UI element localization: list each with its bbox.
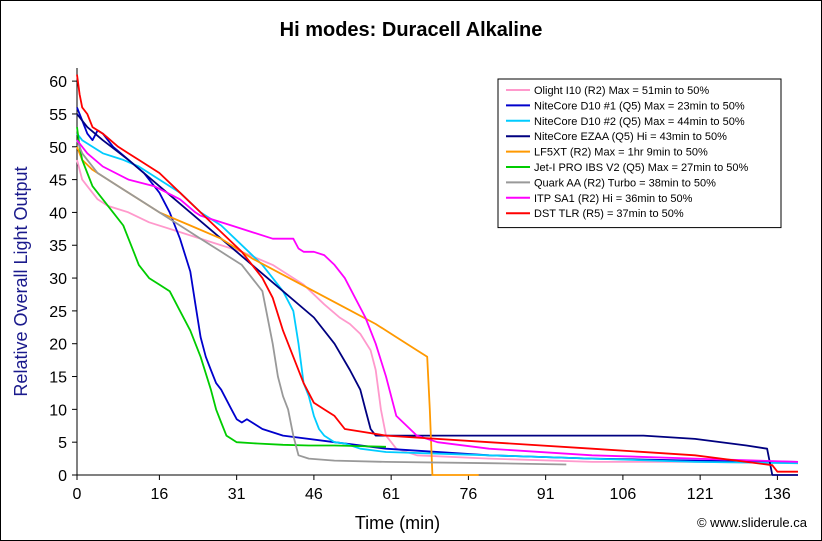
series-line-6 [76, 126, 387, 448]
series-line-5 [76, 146, 479, 476]
x-tick-label: 121 [687, 486, 714, 503]
y-tick-label: 45 [49, 173, 67, 190]
x-tick-label: 31 [228, 486, 246, 503]
y-tick-label: 20 [49, 337, 67, 354]
y-tick-label: 0 [58, 468, 67, 485]
x-axis-label: Time (min) [355, 513, 440, 533]
y-tick-label: 30 [49, 271, 67, 288]
legend-entry: NiteCore EZAA (Q5) Hi = 43min to 50% [534, 131, 727, 143]
legend-entry: LF5XT (R2) Max = 1hr 9min to 50% [534, 147, 708, 159]
legend-entry: NiteCore D10 #1 (Q5) Max = 23min to 50% [534, 100, 745, 112]
x-tick-label: 136 [764, 486, 791, 503]
y-tick-label: 55 [49, 107, 67, 124]
series-line-8 [76, 139, 799, 463]
y-tick-label: 10 [49, 402, 67, 419]
legend-entry: NiteCore D10 #2 (Q5) Max = 44min to 50% [534, 116, 745, 128]
x-tick-label: 91 [537, 486, 555, 503]
y-tick-label: 40 [49, 205, 67, 222]
legend-entry: Jet-I PRO IBS V2 (Q5) Max = 27min to 50% [534, 162, 748, 174]
y-tick-label: 5 [58, 435, 67, 452]
legend-entry: Quark AA (R2) Turbo = 38min to 50% [534, 177, 716, 189]
series-line-3 [76, 133, 799, 465]
copyright-text: © www.sliderule.ca [696, 515, 807, 530]
series-line-9 [76, 74, 798, 473]
y-tick-label: 35 [49, 238, 67, 255]
x-tick-label: 46 [305, 486, 323, 503]
x-tick-label: 106 [610, 486, 637, 503]
legend: Olight I10 (R2) Max = 51min to 50% NiteCo… [497, 78, 782, 229]
legend-entry: DST TLR (R5) = 37min to 50% [534, 208, 684, 220]
axes: 0 5 10 15 20 25 30 35 40 45 50 55 60 0 16 31 46 61 76 91 106… [11, 68, 798, 533]
x-tick-label: 76 [460, 486, 478, 503]
y-tick-label: 25 [49, 304, 67, 321]
x-tick-label: 16 [151, 486, 169, 503]
y-tick-label: 60 [49, 74, 67, 91]
y-tick-label: 15 [49, 370, 67, 387]
chart-title: Hi modes: Duracell Alkaline [279, 19, 543, 41]
legend-entry: Olight I10 (R2) Max = 51min to 50% [534, 85, 709, 97]
legend-box [497, 78, 782, 229]
y-tick-label: 50 [49, 140, 67, 157]
series-lines [76, 74, 799, 476]
legend-entry: ITP SA1 (R2) Hi = 36min to 50% [534, 193, 693, 205]
series-line-7 [76, 139, 567, 466]
x-tick-label: 61 [382, 486, 400, 503]
y-axis-label: Relative Overall Light Output [11, 166, 31, 396]
x-tick-label: 0 [73, 486, 82, 503]
